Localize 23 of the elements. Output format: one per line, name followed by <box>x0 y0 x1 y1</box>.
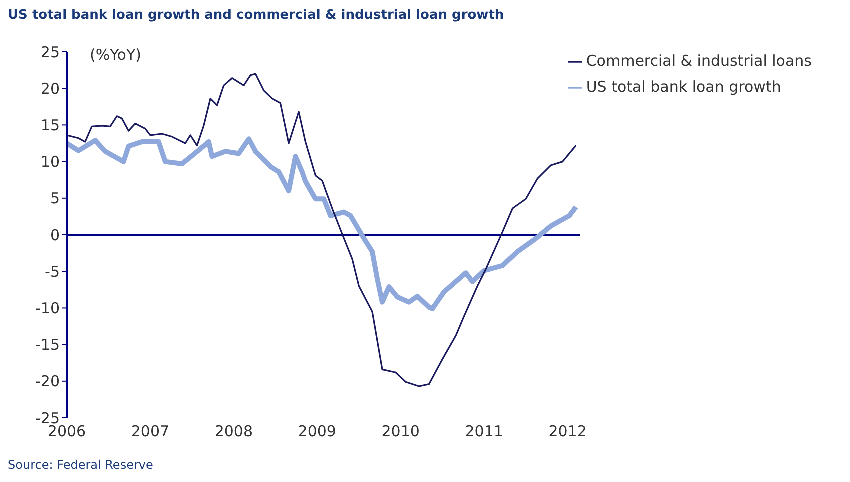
x-tick-label: 2006 <box>48 422 86 441</box>
y-tick-label: -10 <box>36 300 60 318</box>
source-note: Source: Federal Reserve <box>8 458 154 472</box>
legend-label: Commercial & industrial loans <box>586 52 812 70</box>
y-tick-label: 5 <box>50 190 60 208</box>
x-tick-label: 2010 <box>382 422 420 441</box>
chart-title: US total bank loan growth and commercial & industrial loan growth <box>8 8 504 23</box>
y-tick-label: -5 <box>45 262 60 281</box>
y-tick-label: 10 <box>40 153 60 172</box>
x-tick-label: 2012 <box>548 422 587 441</box>
y-tick-label: 20 <box>40 80 60 98</box>
y-axis-title: (%YoY) <box>90 46 142 64</box>
y-tick-label: 0 <box>50 226 60 244</box>
x-tick-label: 2009 <box>298 422 336 441</box>
x-tick-label: 2007 <box>131 422 170 441</box>
y-tick-label: 15 <box>40 116 60 135</box>
x-tick-label: 2008 <box>214 422 254 441</box>
legend-label: US total bank loan growth <box>586 78 782 96</box>
line-series <box>67 73 577 388</box>
y-tick-label: -15 <box>36 336 60 354</box>
y-tick-label: 25 <box>40 43 60 62</box>
y-tick-label: -20 <box>36 372 60 391</box>
x-tick-label: 2011 <box>465 422 504 441</box>
